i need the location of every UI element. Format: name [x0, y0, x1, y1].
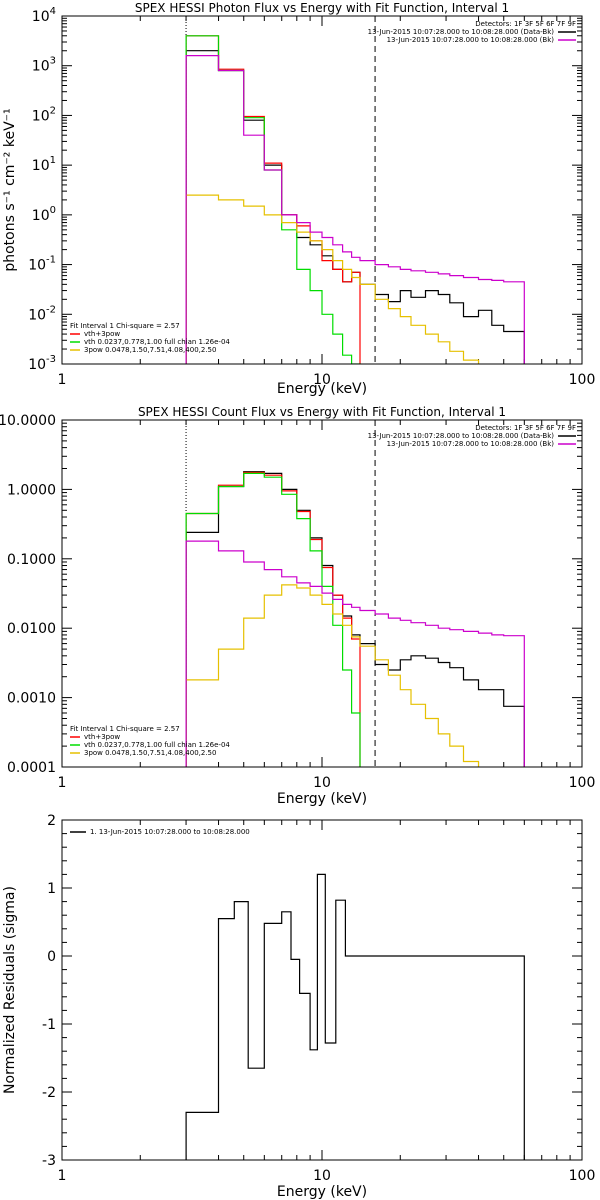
x-tick-label: 1 — [58, 775, 67, 791]
y-tick-label: 101 — [32, 155, 56, 174]
y-tick-label: -1 — [42, 1017, 56, 1033]
legend-entry-label: 1. 13-Jun-2015 10:07:28.000 to 10:08:28.… — [90, 828, 250, 836]
legend-header: Detectors: 1F 3F 5F 6F 7F 9F — [475, 424, 576, 432]
y-tick-label: 102 — [32, 105, 56, 124]
plot-frame — [61, 419, 583, 768]
y-tick-label: 2 — [47, 813, 56, 829]
x-tick-label: 1 — [58, 1168, 67, 1184]
series-line-1 — [185, 471, 525, 767]
x-axis-label: Energy (keV) — [277, 791, 367, 807]
legend-entry-label: 13-Jun-2015 10:07:28.000 to 10:08:28.000… — [368, 28, 555, 36]
chart-title: SPEX HESSI Photon Flux vs Energy with Fi… — [135, 1, 509, 15]
series-group — [185, 471, 525, 767]
series-line-5 — [185, 540, 525, 767]
series-line-3 — [185, 472, 361, 767]
y-tick-label: 0.0100 — [7, 621, 56, 637]
y-tick-label: 10-3 — [28, 354, 56, 373]
x-tick-label: 1 — [58, 372, 67, 388]
y-tick-label: 0.0010 — [7, 691, 56, 707]
series-line-3 — [185, 35, 361, 364]
y-tick-label: 1 — [47, 881, 56, 897]
y-tick-label: -3 — [42, 1153, 56, 1169]
y-tick-label: 1.0000 — [7, 482, 56, 498]
x-tick-label: 100 — [569, 1168, 596, 1184]
legend-entry-label: 13-Jun-2015 10:07:28.000 to 10:08:28.000… — [368, 432, 555, 440]
chart-panel-3: 1 10 100 -3 -2 -1 0 1 2 Energy (keV) Normalized Re… — [2, 813, 595, 1200]
x-tick-label: 10 — [313, 372, 331, 388]
x-axis-label: Energy (keV) — [277, 1184, 367, 1200]
series-line-1 — [185, 873, 525, 1160]
y-tick-label: 0 — [47, 949, 56, 965]
legend-entry-label: vth 0.0237,0.778,1.00 full chian 1.26e-0… — [84, 338, 230, 346]
y-tick-label: 100 — [32, 205, 56, 224]
chart-panel-2: SPEX HESSI Count Flux vs Energy with Fit… — [0, 405, 595, 807]
legend-entry-label: vth 0.0237,0.778,1.00 full chian 1.26e-0… — [84, 741, 230, 749]
y-tick-label: 0.1000 — [7, 552, 56, 568]
x-tick-label: 10 — [313, 775, 331, 791]
x-axis-label: Energy (keV) — [277, 381, 367, 397]
series-line-4 — [185, 194, 480, 364]
series-line-2 — [185, 471, 361, 767]
y-tick-label: 104 — [32, 6, 56, 25]
legend-entry-label: vth+3pow — [84, 733, 120, 741]
y-tick-label: 0.0001 — [7, 760, 56, 776]
legend-header: Fit Interval 1 Chi-square = 2.57 — [70, 322, 180, 330]
y-tick-label: 10-2 — [28, 304, 56, 323]
series-line-4 — [185, 584, 480, 767]
y-tick-label: -2 — [42, 1085, 56, 1101]
legend-entry-label: 3pow 0.0478,1.50,7.51,4.08,400,2.50 — [84, 749, 216, 757]
plot-frame — [61, 15, 583, 365]
legend-entry-label: 13-Jun-2015 10:07:28.000 to 10:08:28.000… — [387, 36, 555, 44]
y-axis-label: photons s⁻¹ cm⁻² keV⁻¹ — [2, 108, 18, 271]
legend-entry-label: 13-Jun-2015 10:07:28.000 to 10:08:28.000… — [387, 440, 555, 448]
x-tick-label: 100 — [569, 775, 596, 791]
y-tick-label: 10-1 — [28, 255, 56, 274]
chart-title: SPEX HESSI Count Flux vs Energy with Fit… — [138, 405, 506, 419]
series-group — [185, 35, 525, 364]
series-line-1 — [185, 50, 525, 364]
y-axis-label: Normalized Residuals (sigma) — [2, 886, 18, 1094]
x-tick-label: 100 — [569, 372, 596, 388]
chart-panel-1: SPEX HESSI Photon Flux vs Energy with Fi… — [2, 1, 595, 397]
legend-entry-label: vth+3pow — [84, 330, 120, 338]
y-tick-label: 10.0000 — [0, 413, 56, 429]
y-tick-label: 103 — [32, 56, 56, 75]
legend-entry-label: 3pow 0.0478,1.50,7.51,4.08,400,2.50 — [84, 346, 216, 354]
legend-header: Detectors: 1F 3F 5F 6F 7F 9F — [475, 20, 576, 28]
x-tick-label: 10 — [313, 1168, 331, 1184]
series-group — [185, 873, 525, 1160]
series-line-2 — [185, 35, 361, 364]
legend-header: Fit Interval 1 Chi-square = 2.57 — [70, 725, 180, 733]
plot-frame — [61, 819, 583, 1161]
series-line-5 — [185, 55, 525, 364]
